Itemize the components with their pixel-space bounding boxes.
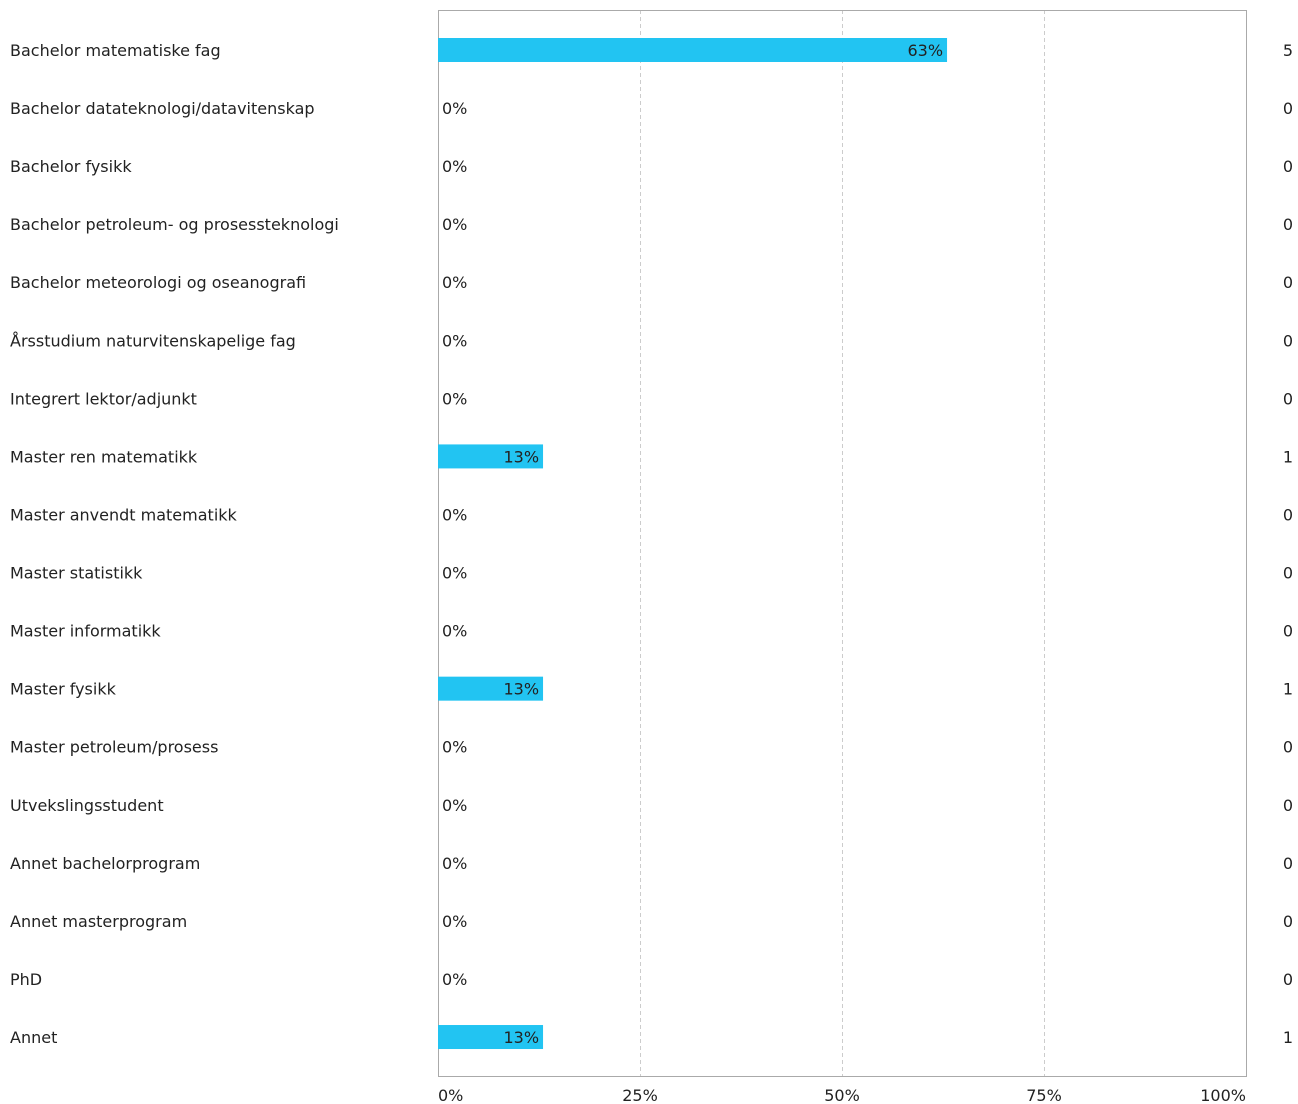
- category-label: Årsstudium naturvitenskapelige fag: [10, 331, 296, 350]
- x-tick-label: 50%: [824, 1086, 860, 1104]
- count-label: 0: [1283, 970, 1293, 989]
- value-label: 63%: [907, 41, 943, 60]
- value-label: 0%: [442, 331, 467, 350]
- count-label: 1: [1283, 447, 1293, 466]
- category-labels: Bachelor matematiske fag Bachelor datatek…: [10, 41, 339, 1047]
- count-label: 0: [1283, 854, 1293, 873]
- x-tick-label: 100%: [1200, 1086, 1246, 1104]
- category-label: Bachelor datateknologi/datavitenskap: [10, 99, 315, 118]
- count-label: 0: [1283, 157, 1293, 176]
- count-label: 0: [1283, 273, 1293, 292]
- value-label: 0%: [442, 738, 467, 757]
- value-labels: 63% 0% 0% 0% 0% 0% 0% 13% 0% 0% 0% 13% 0% 0% 0% 0% 0% 13%: [442, 41, 943, 1047]
- value-label: 0%: [442, 99, 467, 118]
- count-label: 0: [1283, 564, 1293, 583]
- value-label: 0%: [442, 273, 467, 292]
- value-label: 0%: [442, 854, 467, 873]
- grid-lines: [640, 10, 1045, 1076]
- count-label: 0: [1283, 738, 1293, 757]
- count-label: 0: [1283, 331, 1293, 350]
- x-tick-label: 75%: [1026, 1086, 1062, 1104]
- value-label: 0%: [442, 970, 467, 989]
- count-label: 0: [1283, 389, 1293, 408]
- category-label: Integrert lektor/adjunkt: [10, 389, 197, 408]
- category-label: Master informatikk: [10, 622, 161, 641]
- value-label: 13%: [503, 447, 539, 466]
- x-axis-ticks: 0% 25% 50% 75% 100%: [438, 1086, 1246, 1104]
- count-label: 1: [1283, 680, 1293, 699]
- category-label: PhD: [10, 970, 42, 989]
- plot-frame: [438, 10, 1247, 1077]
- category-label: Bachelor meteorologi og oseanografi: [10, 273, 306, 292]
- value-label: 0%: [442, 215, 467, 234]
- count-label: 5: [1283, 41, 1293, 60]
- bars: [438, 38, 948, 1050]
- count-label: 0: [1283, 99, 1293, 118]
- value-label: 0%: [442, 389, 467, 408]
- count-labels: 5 0 0 0 0 0 0 1 0 0 0 1 0 0 0 0 0 1: [1283, 41, 1293, 1047]
- value-label: 0%: [442, 912, 467, 931]
- count-label: 1: [1283, 1028, 1293, 1047]
- category-label: Bachelor petroleum- og prosessteknologi: [10, 215, 339, 234]
- category-label: Annet masterprogram: [10, 912, 187, 931]
- category-label: Master statistikk: [10, 564, 143, 583]
- category-label: Bachelor fysikk: [10, 157, 132, 176]
- count-label: 0: [1283, 505, 1293, 524]
- value-label: 0%: [442, 157, 467, 176]
- value-label: 0%: [442, 505, 467, 524]
- category-label: Master petroleum/prosess: [10, 738, 218, 757]
- x-tick-label: 25%: [622, 1086, 658, 1104]
- value-label: 13%: [503, 1028, 539, 1047]
- category-label: Utvekslingsstudent: [10, 796, 164, 815]
- count-label: 0: [1283, 796, 1293, 815]
- category-label: Master ren matematikk: [10, 447, 198, 466]
- bar: [438, 676, 544, 701]
- value-label: 0%: [442, 622, 467, 641]
- category-label: Master fysikk: [10, 680, 117, 699]
- category-label: Annet: [10, 1028, 57, 1047]
- category-label: Annet bachelorprogram: [10, 854, 200, 873]
- count-label: 0: [1283, 215, 1293, 234]
- count-label: 0: [1283, 912, 1293, 931]
- bar: [438, 38, 948, 62]
- value-label: 13%: [503, 680, 539, 699]
- count-label: 0: [1283, 622, 1293, 641]
- category-label: Bachelor matematiske fag: [10, 41, 221, 60]
- category-label: Master anvendt matematikk: [10, 505, 238, 524]
- bar: [438, 444, 544, 469]
- value-label: 0%: [442, 564, 467, 583]
- bar: [438, 1025, 544, 1050]
- x-tick-label: 0%: [438, 1086, 463, 1104]
- value-label: 0%: [442, 796, 467, 815]
